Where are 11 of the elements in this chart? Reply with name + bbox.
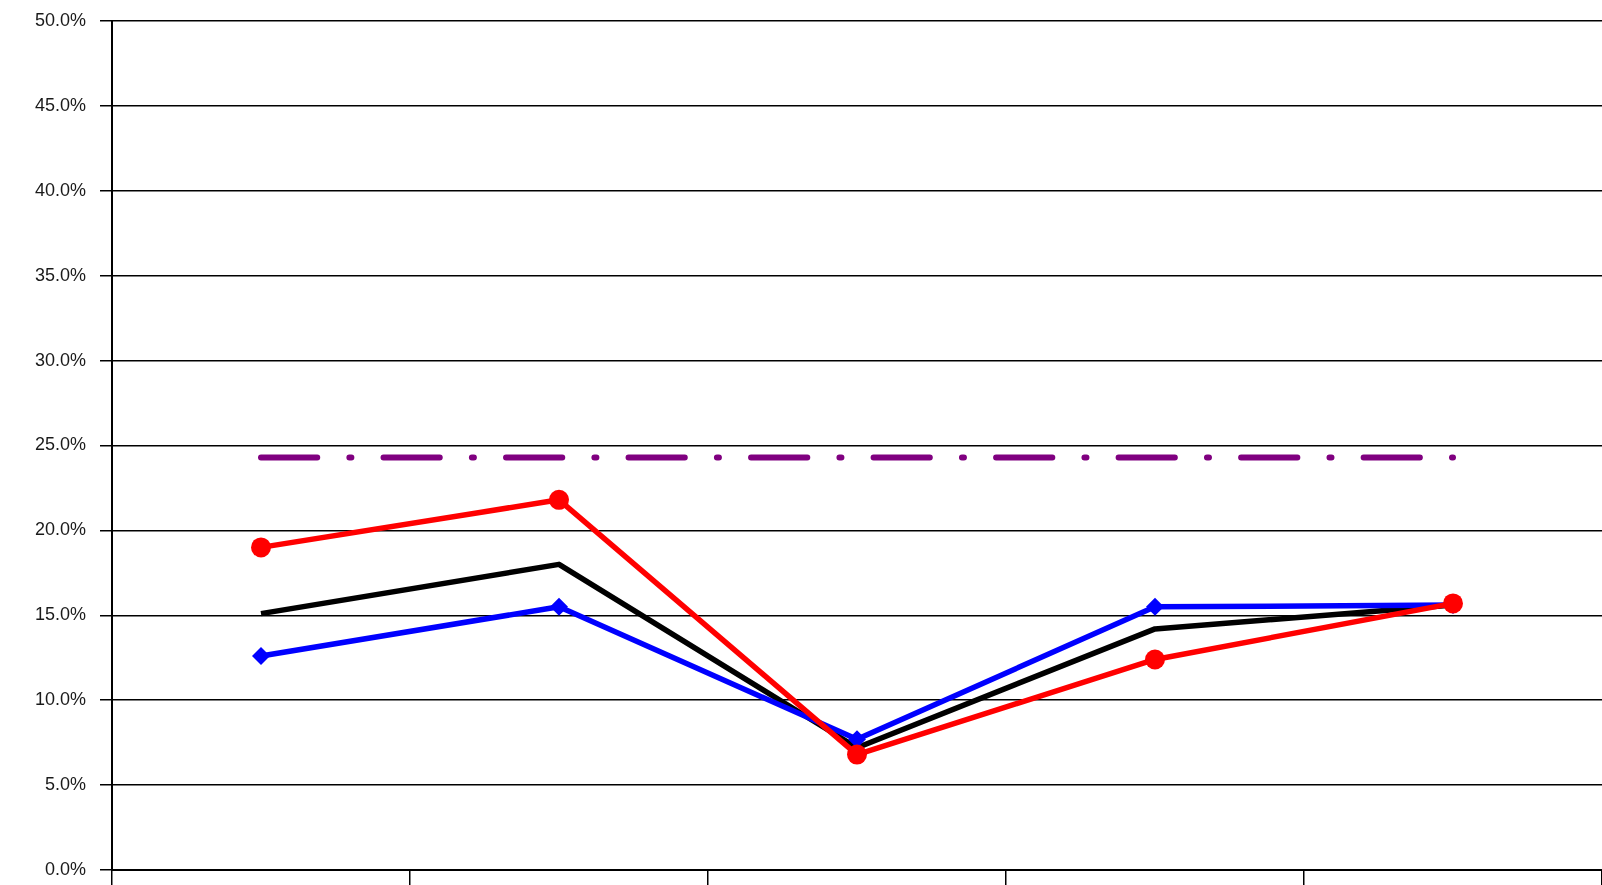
- y-tick-label: 40.0%: [34, 179, 86, 200]
- y-tick-label: 15.0%: [34, 604, 86, 625]
- y-tick-label: 10.0%: [34, 689, 86, 710]
- y-tick-label: 25.0%: [34, 434, 86, 455]
- y-tick-label: 5.0%: [44, 774, 86, 795]
- y-tick-label: 50.0%: [34, 9, 86, 30]
- y-tick-label: 0.0%: [44, 858, 86, 879]
- y-tick-label: 35.0%: [34, 264, 86, 285]
- y-tick-label: 20.0%: [34, 519, 86, 540]
- y-tick-label: 45.0%: [34, 94, 86, 115]
- y-tick-label: 30.0%: [34, 349, 86, 370]
